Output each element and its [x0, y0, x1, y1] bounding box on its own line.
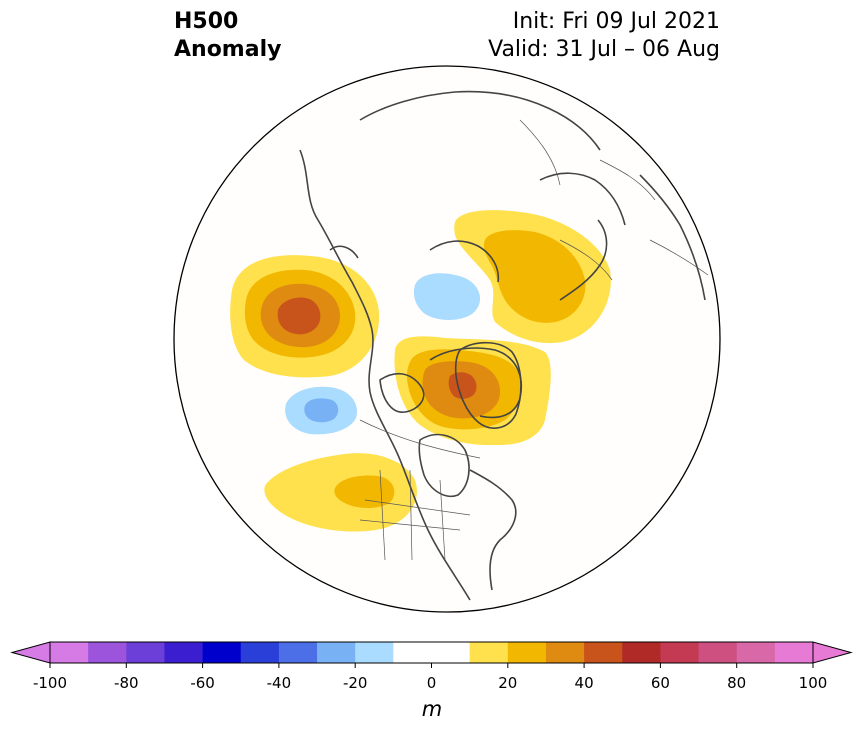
colorbar-tick-label: 80 — [727, 674, 746, 692]
colorbar-unit-label: m — [422, 697, 442, 721]
colorbar-segment — [660, 642, 700, 663]
colorbar-segment — [774, 642, 814, 663]
colorbar-segment — [545, 642, 585, 663]
anomaly-western-us-ridge — [264, 453, 417, 532]
colorbar-extend-high — [812, 641, 853, 664]
colorbar-extend-low — [10, 641, 51, 664]
anomaly-siberia-trough — [413, 273, 481, 320]
colorbar: -100 -80 -60 -40 -20 0 20 40 60 80 100 — [10, 641, 853, 692]
colorbar-tick-label: -100 — [33, 674, 67, 692]
political-borders — [359, 119, 709, 561]
colorbar-segment — [355, 642, 394, 663]
colorbar-segment — [202, 642, 242, 663]
colorbar-tick-label: 60 — [651, 674, 670, 692]
colorbar-segment — [469, 642, 509, 663]
colorbar-segment — [393, 642, 432, 663]
colorbar-segment — [164, 642, 204, 663]
globe-outline — [173, 65, 721, 613]
colorbar-segment — [698, 642, 738, 663]
colorbar-tick-label: 20 — [498, 674, 517, 692]
colorbar-tick-label: -80 — [114, 674, 139, 692]
anomaly-ne-pacific-ridge — [230, 255, 380, 378]
map-title-left: H500 Anomaly — [174, 8, 281, 64]
colorbar-tick-label: -40 — [267, 674, 292, 692]
anomaly-n-pacific-trough — [285, 386, 358, 435]
anomaly-greenland-ridge — [394, 336, 551, 446]
colorbar-tick-label: -60 — [190, 674, 215, 692]
colorbar-segment — [431, 642, 471, 663]
colorbar-segment — [317, 642, 356, 663]
valid-date-range: Valid: 31 Jul – 06 Aug — [488, 37, 720, 62]
colorbar-tick-label: 0 — [427, 674, 437, 692]
colorbar-tick-label: 100 — [799, 674, 828, 692]
colorbar-segment — [278, 642, 318, 663]
init-date: Init: Fri 09 Jul 2021 — [512, 9, 720, 34]
colorbar-segment — [507, 642, 547, 663]
title-field: Anomaly — [174, 37, 282, 62]
colorbar-segment — [50, 642, 89, 663]
colorbar-segment — [126, 642, 165, 663]
colorbar-segment — [88, 642, 127, 663]
title-variable: H500 — [174, 9, 239, 34]
colorbar-segment — [622, 642, 661, 663]
colorbar-segment — [584, 642, 623, 663]
colorbar-tick-label: 40 — [575, 674, 594, 692]
colorbar-tick-label: -20 — [343, 674, 368, 692]
map-title-right: Init: Fri 09 Jul 2021 Valid: 31 Jul – 06… — [488, 8, 720, 64]
colorbar-segment — [240, 642, 280, 663]
anomaly-contours — [230, 90, 709, 601]
colorbar-segment — [736, 642, 776, 663]
